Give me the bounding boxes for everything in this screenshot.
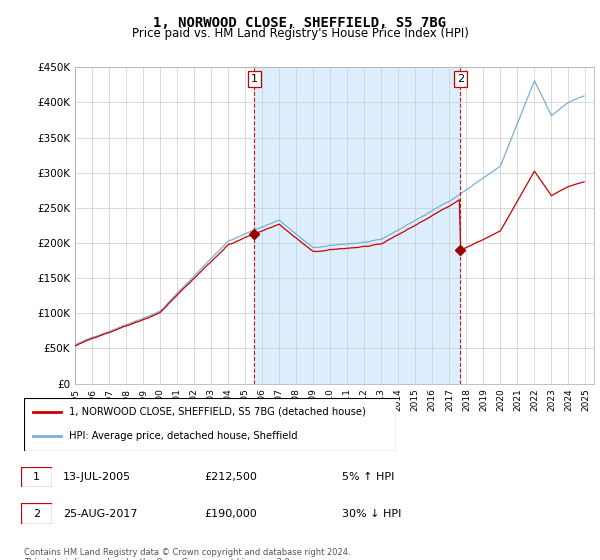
Text: 1: 1 [33, 472, 40, 482]
Text: £212,500: £212,500 [204, 472, 257, 482]
Text: 25-AUG-2017: 25-AUG-2017 [63, 508, 137, 519]
Bar [254, 67, 460, 384]
Text: 2: 2 [33, 508, 40, 519]
Text: 5% ↑ HPI: 5% ↑ HPI [342, 472, 394, 482]
Text: 1: 1 [251, 74, 258, 84]
Text: Contains HM Land Registry data © Crown copyright and database right 2024.
This d: Contains HM Land Registry data © Crown c… [24, 548, 350, 560]
Text: £190,000: £190,000 [204, 508, 257, 519]
Text: 30% ↓ HPI: 30% ↓ HPI [342, 508, 401, 519]
Text: 1, NORWOOD CLOSE, SHEFFIELD, S5 7BG (detached house): 1, NORWOOD CLOSE, SHEFFIELD, S5 7BG (det… [68, 407, 365, 417]
Text: 1, NORWOOD CLOSE, SHEFFIELD, S5 7BG: 1, NORWOOD CLOSE, SHEFFIELD, S5 7BG [154, 16, 446, 30]
Text: HPI: Average price, detached house, Sheffield: HPI: Average price, detached house, Shef… [68, 431, 297, 441]
Text: Price paid vs. HM Land Registry's House Price Index (HPI): Price paid vs. HM Land Registry's House … [131, 27, 469, 40]
Text: 2: 2 [457, 74, 464, 84]
Text: 13-JUL-2005: 13-JUL-2005 [63, 472, 131, 482]
